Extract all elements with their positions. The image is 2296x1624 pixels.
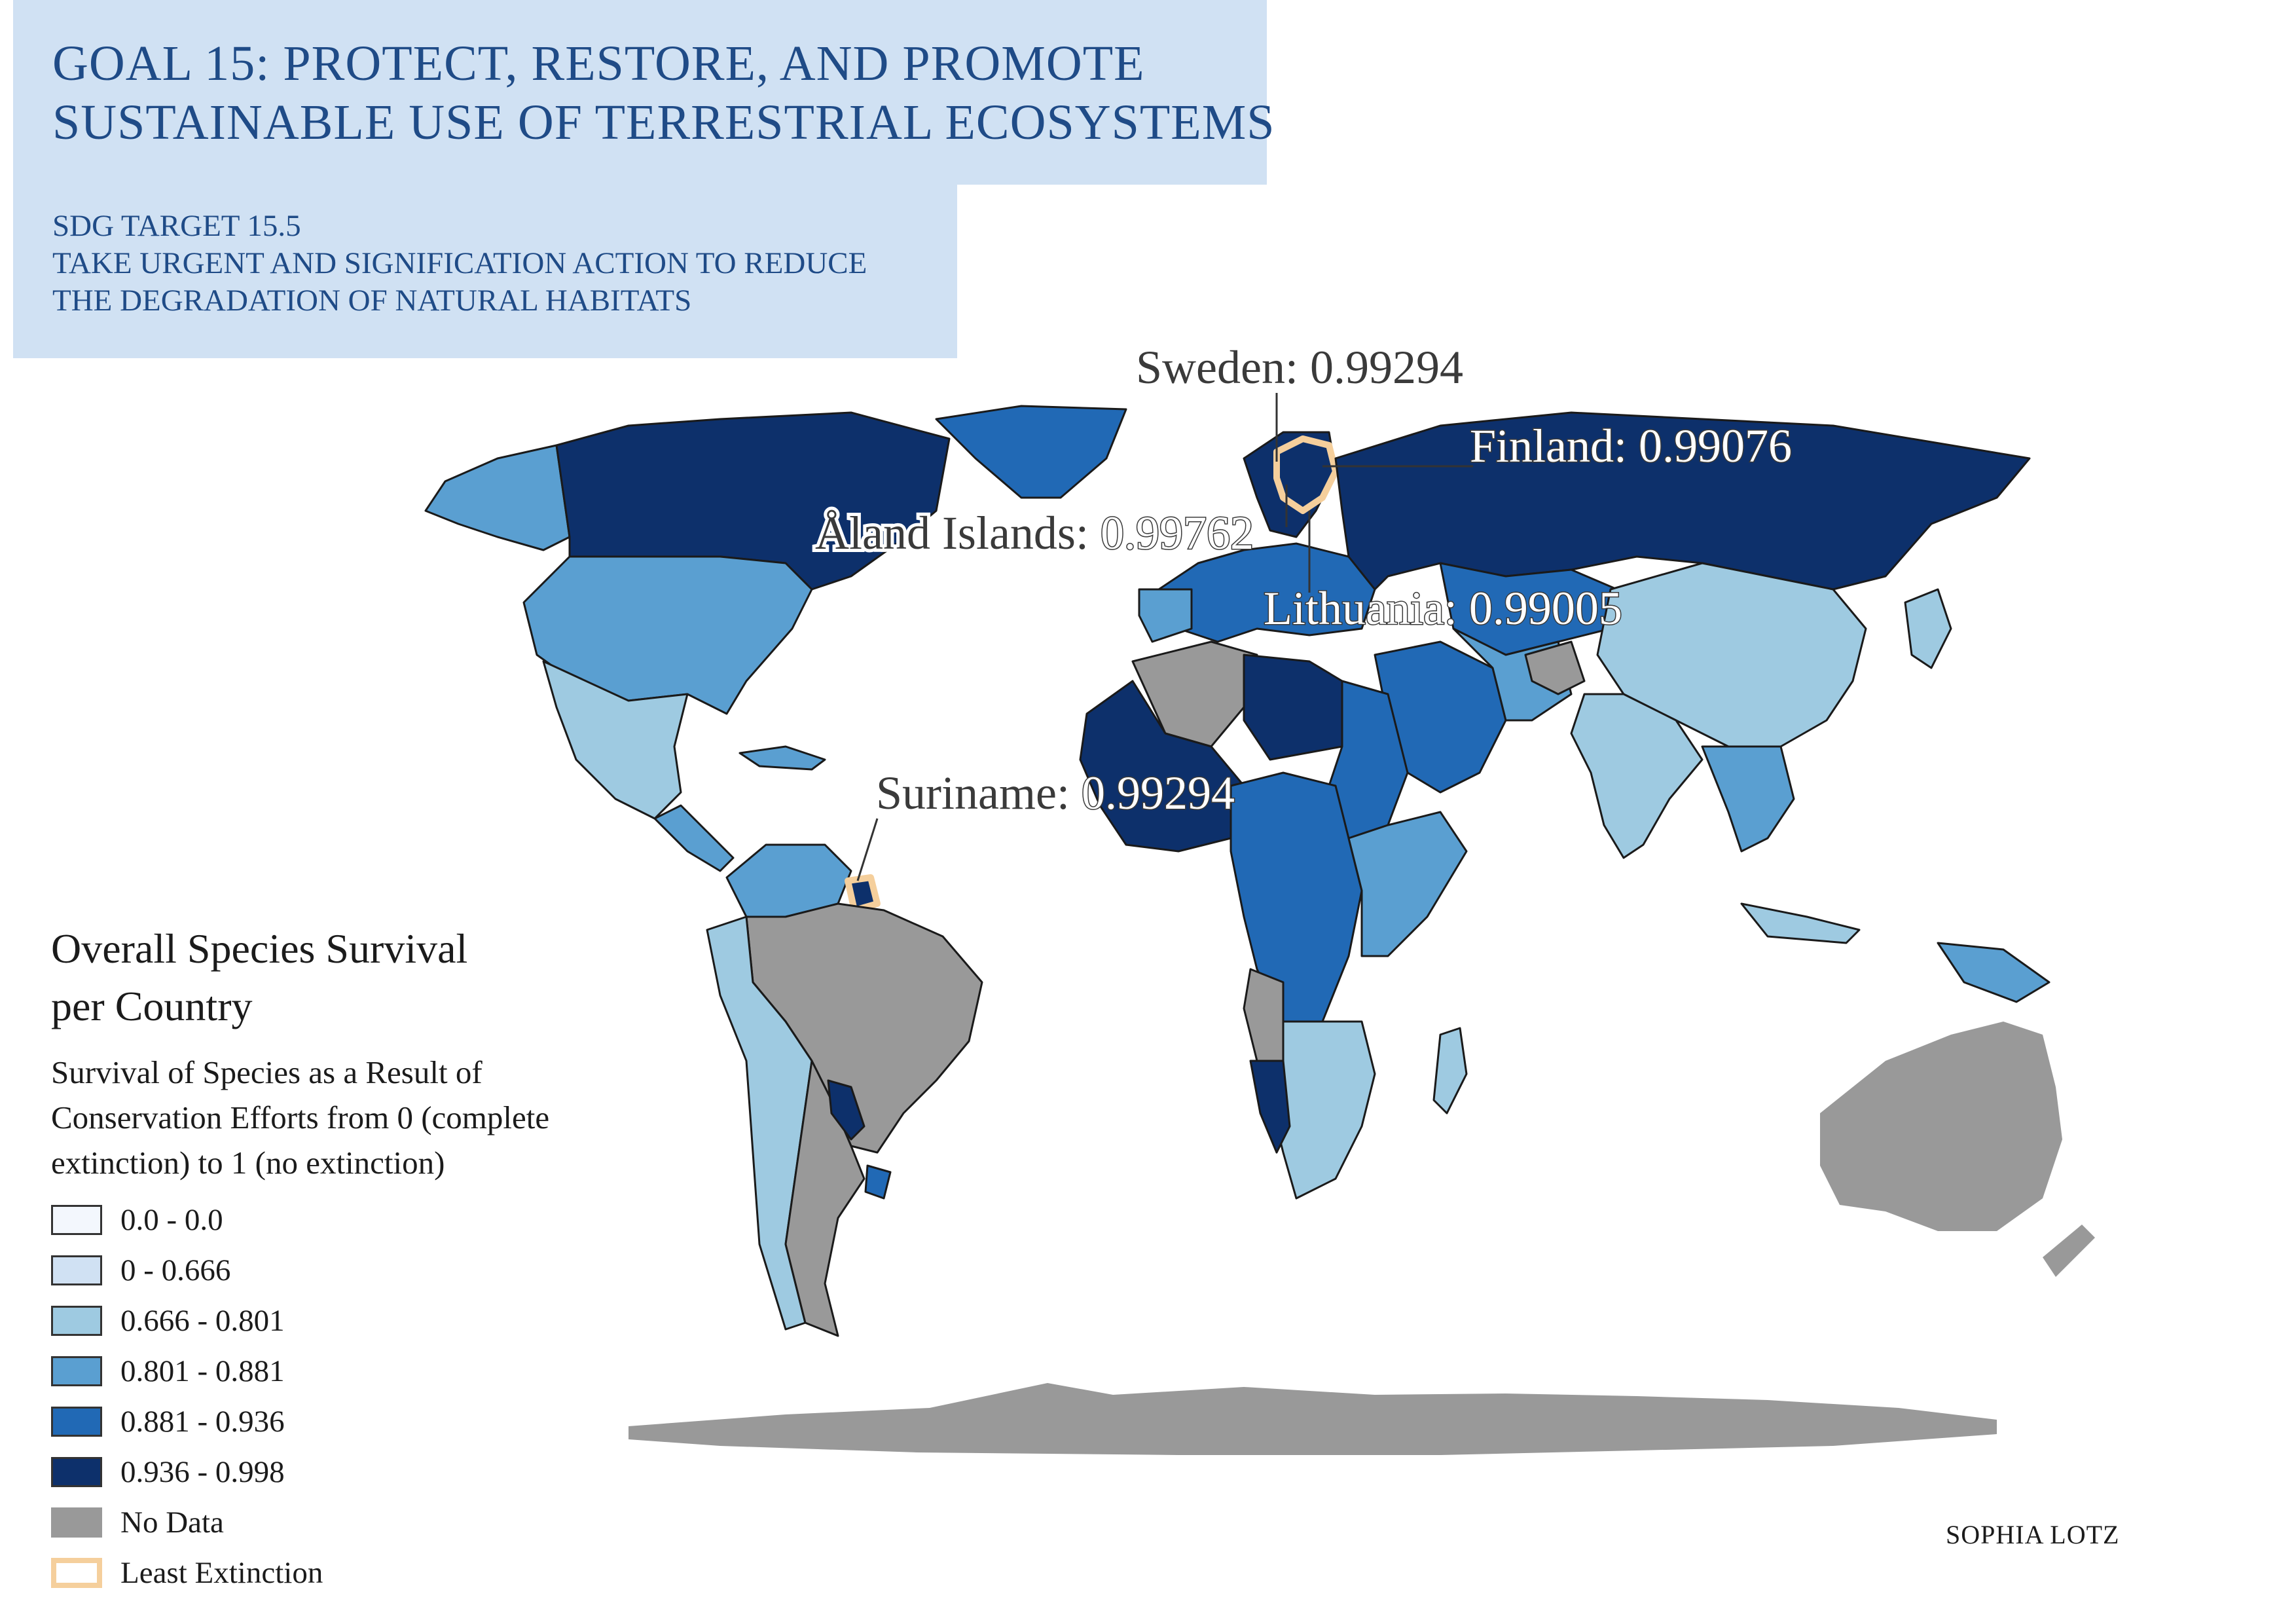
legend-title-line-2: per Country bbox=[51, 983, 253, 1029]
suriname-leader-line bbox=[856, 818, 879, 881]
legend-title-line-1: Overall Species Survival bbox=[51, 925, 468, 972]
author-credit: SOPHIA LOTZ bbox=[1946, 1520, 2120, 1549]
region-alaska bbox=[424, 444, 571, 551]
region-japan bbox=[1904, 588, 1952, 669]
region-paraguay bbox=[827, 1079, 866, 1141]
region-indonesia bbox=[1740, 902, 1861, 944]
legend-items: 0.0 - 0.0 0 - 0.666 0.666 - 0.801 0.801 … bbox=[51, 1194, 549, 1598]
legend-swatch bbox=[51, 1204, 102, 1235]
legend-label: 0 - 0.666 bbox=[120, 1253, 231, 1287]
region-afghanistan bbox=[1524, 640, 1586, 695]
legend-title: Overall Species Survival per Country bbox=[51, 920, 549, 1035]
region-sweden-finland-highlight bbox=[1273, 435, 1339, 514]
legend-item-class-1: 0 - 0.666 bbox=[51, 1245, 549, 1295]
legend-swatch bbox=[51, 1507, 102, 1538]
legend-swatch bbox=[51, 1406, 102, 1437]
legend-item-class-3: 0.801 - 0.881 bbox=[51, 1346, 549, 1396]
region-caribbean bbox=[738, 745, 826, 771]
legend-description-line-3: extinction) to 1 (no extinction) bbox=[51, 1145, 445, 1181]
region-greenland bbox=[935, 405, 1127, 499]
legend-item-no-data: No Data bbox=[51, 1497, 549, 1547]
legend-label: 0.801 - 0.881 bbox=[120, 1354, 285, 1388]
region-mexico bbox=[542, 660, 689, 820]
legend-description-line-1: Survival of Species as a Result of bbox=[51, 1054, 483, 1090]
legend-description: Survival of Species as a Result of Conse… bbox=[51, 1050, 549, 1185]
subtitle-line-1: SDG TARGET 15.5 bbox=[52, 209, 301, 243]
legend-label: 0.666 - 0.801 bbox=[120, 1303, 285, 1338]
region-iberia bbox=[1138, 588, 1193, 643]
legend-item-class-5: 0.936 - 0.998 bbox=[51, 1447, 549, 1497]
legend-item-least-extinction: Least Extinction bbox=[51, 1547, 549, 1598]
callout-lithuania: Lithuania: 0.99005 bbox=[1264, 582, 1622, 635]
callout-sweden: Sweden: 0.99294 bbox=[1136, 341, 1463, 394]
region-southeast-asia bbox=[1701, 745, 1795, 853]
legend-item-class-2: 0.666 - 0.801 bbox=[51, 1295, 549, 1346]
title-panel: GOAL 15: PROTECT, RESTORE, AND PROMOTE S… bbox=[13, 0, 1275, 185]
region-india bbox=[1570, 693, 1704, 859]
region-angola bbox=[1243, 968, 1285, 1062]
region-usa bbox=[522, 555, 813, 715]
legend-item-class-0: 0.0 - 0.0 bbox=[51, 1194, 549, 1245]
legend-label: Least Extinction bbox=[120, 1555, 323, 1590]
region-namibia bbox=[1249, 1060, 1291, 1154]
region-central-america bbox=[653, 804, 735, 872]
legend-swatch bbox=[51, 1255, 102, 1285]
callout-suriname: Suriname: 0.99294 bbox=[876, 767, 1235, 819]
region-madagascar bbox=[1432, 1027, 1468, 1115]
title-line-1: GOAL 15: PROTECT, RESTORE, AND PROMOTE bbox=[52, 36, 1145, 91]
map-title: GOAL 15: PROTECT, RESTORE, AND PROMOTE S… bbox=[52, 34, 1275, 152]
legend-swatch bbox=[51, 1305, 102, 1336]
region-europe bbox=[1157, 542, 1376, 643]
region-papua bbox=[1937, 942, 2050, 1003]
region-uruguay bbox=[864, 1164, 892, 1200]
region-antarctica bbox=[629, 1383, 1997, 1455]
legend-swatch-outline bbox=[51, 1557, 102, 1588]
subtitle-panel: SDG TARGET 15.5 TAKE URGENT AND SIGNIFIC… bbox=[13, 185, 957, 358]
legend-item-class-4: 0.881 - 0.936 bbox=[51, 1396, 549, 1447]
region-central-africa bbox=[1230, 771, 1363, 1023]
callout-aland-islands: Åland Islands: 0.99762 bbox=[815, 507, 1254, 559]
callout-finland: Finland: 0.99076 bbox=[1470, 420, 1792, 472]
region-new-zealand bbox=[2043, 1225, 2095, 1277]
legend-label: No Data bbox=[120, 1505, 224, 1540]
legend-label: 0.881 - 0.936 bbox=[120, 1404, 285, 1439]
region-libya-egypt bbox=[1243, 654, 1343, 761]
legend-swatch bbox=[51, 1356, 102, 1386]
region-east-africa bbox=[1347, 811, 1468, 957]
legend-label: 0.936 - 0.998 bbox=[120, 1454, 285, 1489]
title-line-2: SUSTAINABLE USE OF TERRESTRIAL ECOSYSTEM… bbox=[52, 95, 1275, 150]
legend-description-line-2: Conservation Efforts from 0 (complete bbox=[51, 1099, 550, 1135]
legend-label: 0.0 - 0.0 bbox=[120, 1202, 223, 1237]
region-suriname bbox=[845, 874, 881, 913]
legend-swatch bbox=[51, 1456, 102, 1487]
region-australia bbox=[1820, 1022, 2062, 1231]
subtitle-line-2: TAKE URGENT AND SIGNIFICATION ACTION TO … bbox=[52, 246, 867, 280]
map-legend: Overall Species Survival per Country Sur… bbox=[51, 920, 549, 1598]
map-subtitle: SDG TARGET 15.5 TAKE URGENT AND SIGNIFIC… bbox=[52, 208, 867, 320]
subtitle-line-3: THE DEGRADATION OF NATURAL HABITATS bbox=[52, 284, 692, 318]
